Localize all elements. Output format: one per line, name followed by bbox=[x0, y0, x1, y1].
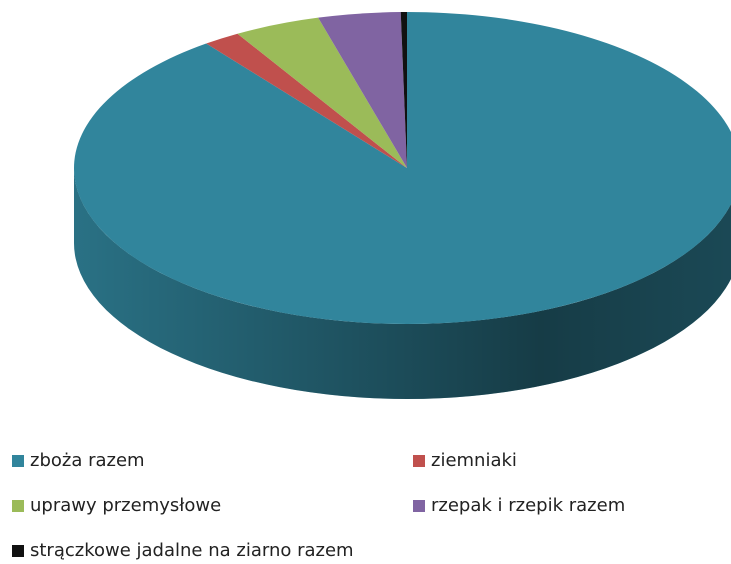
slice bbox=[206, 33, 407, 168]
legend-label: rzepak i rzepik razem bbox=[431, 495, 625, 516]
legend-swatch bbox=[12, 500, 24, 512]
slice bbox=[237, 17, 407, 169]
legend-swatch bbox=[12, 545, 24, 557]
legend-label: uprawy przemysłowe bbox=[30, 495, 221, 516]
legend-label: strączkowe jadalne na ziarno razem bbox=[30, 540, 354, 561]
slice bbox=[74, 12, 731, 324]
legend-swatch bbox=[413, 500, 425, 512]
slice bbox=[400, 12, 407, 168]
side-shade bbox=[74, 168, 731, 399]
slice bbox=[318, 12, 407, 169]
legend-label: zboża razem bbox=[30, 450, 145, 471]
legend-swatch bbox=[413, 455, 425, 467]
legend-swatch bbox=[12, 455, 24, 467]
legend-label: ziemniaki bbox=[431, 450, 517, 471]
